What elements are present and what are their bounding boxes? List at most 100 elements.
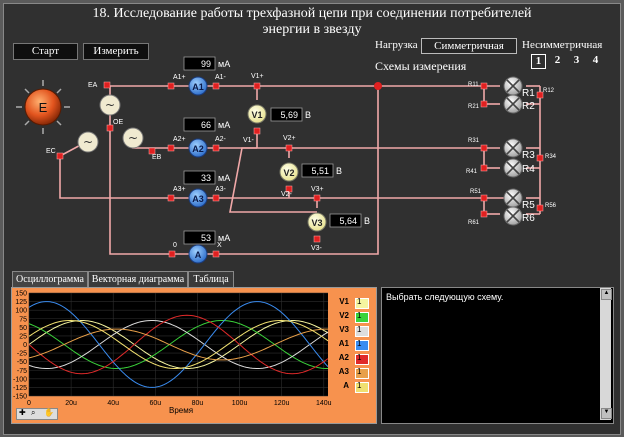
y-tick-label: 0 xyxy=(23,342,27,349)
scroll-down-arrow-icon[interactable]: ▼ xyxy=(601,408,612,419)
resistor-r4-label: R4 xyxy=(522,164,535,175)
legend-name: A xyxy=(343,381,349,390)
tab-oscillogram[interactable]: Осциллограмма xyxy=(12,271,88,288)
ammeter-a3-plus: A3+ xyxy=(173,186,186,193)
resistor-r5-label: R5 xyxy=(522,200,535,211)
scheme-4-button[interactable]: 4 xyxy=(592,54,599,66)
measure-button[interactable]: Измерить xyxy=(83,43,149,60)
legend-value: 1 xyxy=(357,339,362,348)
terminal-r12-label: R12 xyxy=(543,88,555,94)
load-label: Нагрузка xyxy=(375,39,418,51)
y-tick-label: 75 xyxy=(19,316,27,323)
connection-nodes xyxy=(56,81,544,258)
resistor-r2-icon xyxy=(503,94,523,114)
legend-item-a3[interactable]: A3 1 xyxy=(333,367,373,379)
message-scrollbar[interactable]: ▲ ▼ xyxy=(600,288,612,420)
ammeter-a2-name: A2 xyxy=(192,144,204,154)
ammeter-a1-icon xyxy=(188,76,208,96)
x-tick-label: 20u xyxy=(65,400,77,407)
junction-dot xyxy=(374,82,382,90)
message-text: Выбрать следующую схему. xyxy=(386,292,504,302)
ammeter-a1-value: 99 xyxy=(201,59,211,69)
y-tick-label: -150 xyxy=(13,394,27,401)
terminal-r51-label: R51 xyxy=(470,189,482,195)
circuit-diagram: E ~ ~ ~ EA OE EC EB A1 A2 A3 A A1+ xyxy=(16,56,557,264)
legend-swatch xyxy=(355,382,369,393)
scheme-3-button[interactable]: 3 xyxy=(573,54,580,66)
voltmeter-v1-unit: В xyxy=(305,110,311,120)
scheme-1-button[interactable]: 1 xyxy=(531,54,546,69)
legend-value: 1 xyxy=(357,367,362,376)
terminal-r56-label: R56 xyxy=(545,203,557,209)
legend-value: 1 xyxy=(357,381,362,390)
asymmetric-label[interactable]: Несимметричная xyxy=(522,39,603,51)
generator-knob[interactable] xyxy=(16,80,70,134)
series-line-a2 xyxy=(28,314,329,375)
ammeter-n-minus: X xyxy=(217,242,222,249)
ammeter-a3-icon xyxy=(188,188,208,208)
legend-item-v2[interactable]: V2 1 xyxy=(333,311,373,323)
legend-swatch xyxy=(355,368,369,379)
y-tick-label: -125 xyxy=(13,385,27,392)
resistor-r3-label: R3 xyxy=(522,150,535,161)
voltmeter-v1-minus: V1- xyxy=(243,137,255,144)
start-button[interactable]: Старт xyxy=(13,43,78,60)
resistor-r2-label: R2 xyxy=(522,101,535,112)
ammeter-a2-minus: A2- xyxy=(215,136,227,143)
legend-swatch xyxy=(355,340,369,351)
y-tick-label: -50 xyxy=(17,359,27,366)
legend-swatch xyxy=(355,326,369,337)
ammeter-a1-unit: мА xyxy=(218,59,230,69)
ammeter-a3-name: A3 xyxy=(192,194,204,204)
legend-swatch xyxy=(355,298,369,309)
resistor-r1-label: R1 xyxy=(522,88,535,99)
ammeter-n-plus: 0 xyxy=(173,242,177,249)
terminal-r21-label: R21 xyxy=(468,104,480,110)
terminal-r34-label: R34 xyxy=(545,154,557,160)
tab-table[interactable]: Таблица xyxy=(188,271,234,288)
voltmeter-v1-icon xyxy=(247,104,267,124)
source-c-icon: ~ xyxy=(83,135,93,149)
x-tick-label: 60u xyxy=(149,400,161,407)
load-selector[interactable]: Симметричная xyxy=(421,38,517,54)
zoom-icon[interactable]: ✚ xyxy=(19,408,26,417)
magnify-icon[interactable]: ⌕ xyxy=(31,408,36,417)
scroll-up-arrow-icon[interactable]: ▲ xyxy=(601,289,612,300)
ammeter-a2-value: 66 xyxy=(201,120,211,130)
legend-swatch xyxy=(355,312,369,323)
x-tick-label: 120u xyxy=(274,400,290,407)
voltmeter-v1-value: 5,69 xyxy=(280,110,298,120)
graph-tools-palette[interactable]: ✚ ⌕ ✋ xyxy=(16,408,58,420)
voltmeter-v3-icon xyxy=(307,212,327,232)
y-tick-label: -75 xyxy=(17,368,27,375)
y-tick-label: 150 xyxy=(15,291,27,298)
x-axis-label: Время xyxy=(169,406,194,415)
legend-name: A3 xyxy=(338,367,349,376)
source-b-icon: ~ xyxy=(128,131,138,145)
message-box xyxy=(381,287,614,424)
legend-name: V3 xyxy=(339,325,349,334)
ammeter-a2-icon xyxy=(188,138,208,158)
tab-vector-diagram[interactable]: Векторная диаграмма xyxy=(88,271,188,288)
resistor-r1-icon xyxy=(503,76,523,96)
legend-swatch xyxy=(355,354,369,365)
scheme-2-button[interactable]: 2 xyxy=(554,54,561,66)
legend-value: 1 xyxy=(357,325,362,334)
voltmeter-v1-name: V1 xyxy=(251,110,262,120)
x-tick-label: 140u xyxy=(316,400,332,407)
page-title-line2: энергии в звезду xyxy=(262,22,362,37)
ammeter-a3-minus: A3- xyxy=(215,186,227,193)
legend-item-v3[interactable]: V3 1 xyxy=(333,325,373,337)
terminal-r41-label: R41 xyxy=(466,169,478,175)
y-tick-label: -25 xyxy=(17,351,27,358)
resistor-r3-icon xyxy=(503,138,523,158)
terminal-r61-label: R61 xyxy=(468,220,480,226)
legend-item-a2[interactable]: A2 1 xyxy=(333,353,373,365)
legend-item-a1[interactable]: A1 1 xyxy=(333,339,373,351)
pan-hand-icon[interactable]: ✋ xyxy=(44,408,54,417)
legend-item-v1[interactable]: V1 1 xyxy=(333,297,373,309)
legend-value: 1 xyxy=(357,297,362,306)
legend-value: 1 xyxy=(357,353,362,362)
